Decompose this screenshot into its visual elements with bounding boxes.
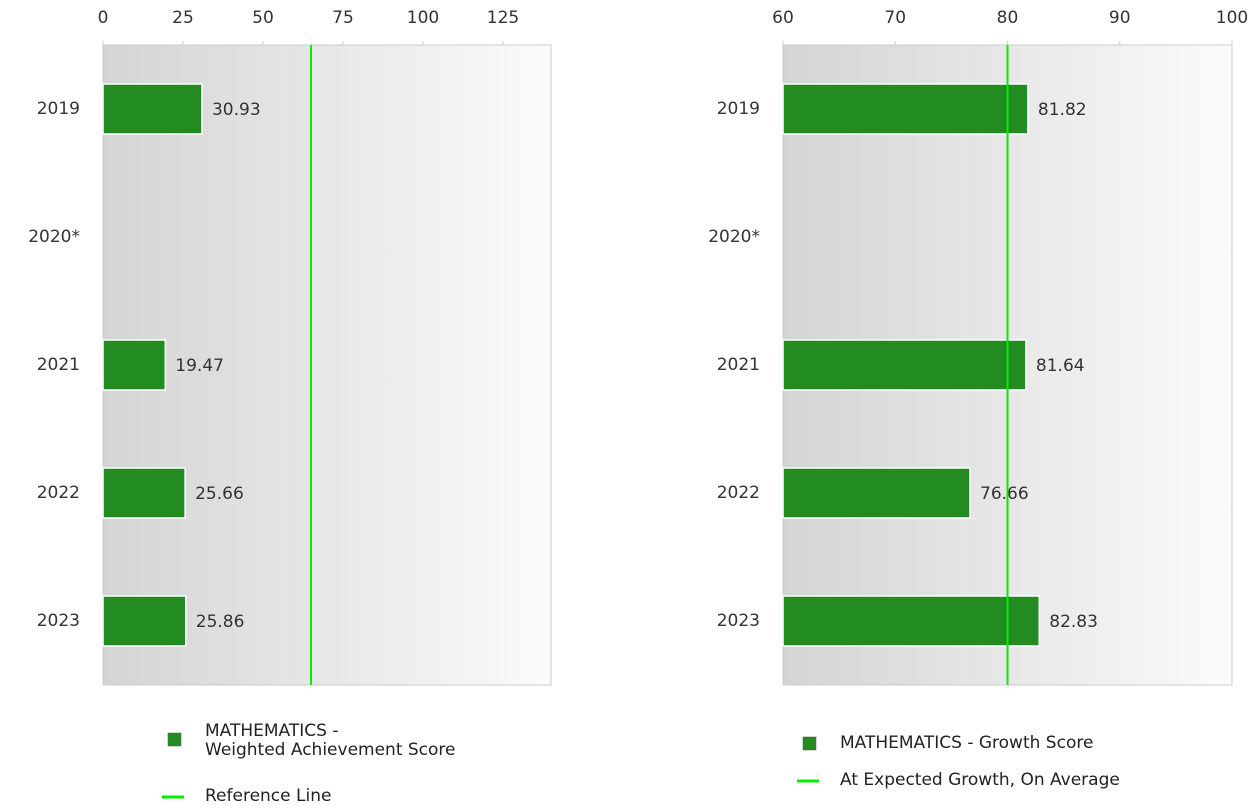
x-tick-label: 75: [332, 8, 354, 28]
value-label: 25.66: [195, 484, 244, 504]
legend-label: MATHEMATICS - Growth Score: [840, 733, 1094, 753]
value-label: 81.82: [1038, 100, 1087, 120]
value-label: 82.83: [1049, 612, 1098, 632]
x-tick-label: 100: [1216, 8, 1248, 28]
legend-label: Reference Line: [205, 786, 332, 806]
bar: [782, 339, 1027, 391]
x-tick-label: 60: [772, 8, 794, 28]
x-tick-label: 100: [407, 8, 439, 28]
x-tick-label: 0: [98, 8, 109, 28]
x-tick-label: 25: [172, 8, 194, 28]
bar: [102, 339, 167, 391]
y-tick-label: 2021: [717, 355, 760, 375]
y-tick-label: 2022: [717, 483, 760, 503]
x-tick-label: 70: [884, 8, 906, 28]
y-tick-label: 2023: [717, 611, 760, 631]
plot-area: [102, 44, 552, 686]
x-tick-label: 80: [997, 8, 1019, 28]
bar: [102, 467, 186, 519]
value-label: 25.86: [196, 612, 245, 632]
y-tick-label: 2020*: [708, 227, 760, 247]
x-tick-label: 90: [1109, 8, 1131, 28]
value-label: 30.93: [212, 100, 261, 120]
legend-swatch: [167, 732, 182, 747]
y-tick-label: 2022: [37, 483, 80, 503]
bar: [102, 595, 187, 647]
y-tick-label: 2020*: [28, 227, 80, 247]
bar: [102, 83, 203, 135]
x-tick-label: 125: [487, 8, 519, 28]
legend-label: MATHEMATICS - Weighted Achievement Score: [205, 721, 456, 760]
value-label: 81.64: [1036, 356, 1085, 376]
y-tick-label: 2019: [717, 99, 760, 119]
legend-swatch: [802, 736, 817, 751]
bar: [782, 83, 1029, 135]
bar: [782, 595, 1041, 647]
value-label: 19.47: [175, 356, 224, 376]
x-tick-label: 50: [252, 8, 274, 28]
y-tick-label: 2021: [37, 355, 80, 375]
y-tick-label: 2023: [37, 611, 80, 631]
y-tick-label: 2019: [37, 99, 80, 119]
legend-label: At Expected Growth, On Average: [840, 770, 1120, 790]
value-label: 76.66: [980, 484, 1029, 504]
bar: [782, 467, 971, 519]
